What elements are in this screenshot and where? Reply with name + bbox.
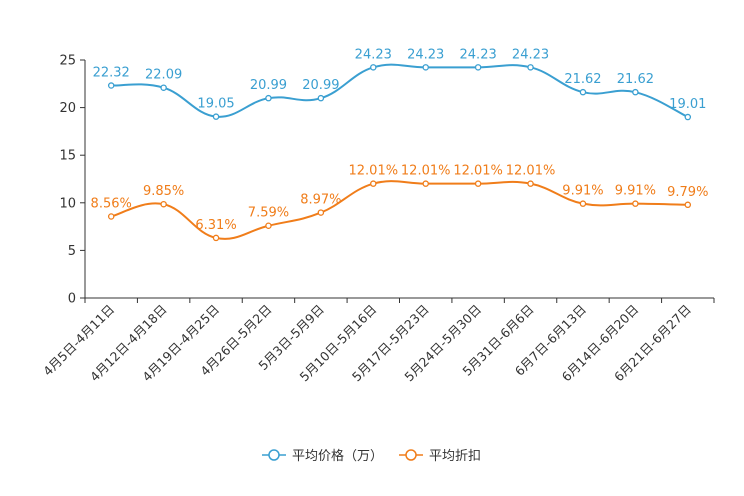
data-label: 12.01%	[453, 164, 503, 179]
data-point[interactable]	[370, 64, 377, 71]
data-point[interactable]	[212, 113, 220, 120]
data-label: 6.31%	[195, 218, 236, 233]
data-point[interactable]	[474, 180, 482, 187]
data-label: 9.79%	[667, 185, 708, 200]
y-tick-label: 20	[59, 101, 76, 116]
legend-marker-icon	[405, 449, 417, 461]
data-point[interactable]	[579, 88, 587, 96]
legend-marker-icon	[268, 449, 280, 461]
data-point[interactable]	[212, 234, 220, 242]
chart-series: 22.32 22.09 19.05 20.99 20.99 24.23 24.23 24.23…	[91, 47, 708, 242]
data-point[interactable]	[317, 94, 325, 102]
data-point[interactable]	[265, 222, 272, 229]
data-point[interactable]	[370, 180, 377, 187]
data-point[interactable]	[422, 180, 429, 187]
data-point[interactable]	[107, 213, 115, 220]
data-label: 21.62	[564, 72, 601, 87]
data-point[interactable]	[317, 209, 325, 216]
series-2: 8.56%9.85%6.31%7.59%8.97%12.01% 12.01% 12.…	[91, 164, 708, 242]
data-label: 8.56%	[91, 197, 132, 212]
data-point[interactable]	[632, 88, 639, 96]
data-label: 24.23	[512, 47, 549, 62]
y-tick-label: 10	[59, 196, 76, 211]
data-label: 21.62	[617, 72, 654, 87]
data-label: 8.97%	[300, 193, 341, 208]
data-label: 9.85%	[143, 184, 184, 199]
data-point[interactable]	[527, 64, 534, 71]
data-label: 9.91%	[562, 184, 603, 199]
legend-label: 平均折扣	[429, 449, 481, 464]
data-point[interactable]	[422, 64, 429, 71]
data-point[interactable]	[107, 82, 115, 89]
data-point[interactable]	[474, 64, 482, 71]
data-label: 20.99	[250, 78, 287, 93]
data-label: 22.09	[145, 68, 182, 83]
data-label: 7.59%	[248, 206, 289, 221]
y-tick-label: 0	[68, 292, 76, 307]
legend-item-1[interactable]: 平均价格（万）	[262, 448, 383, 464]
y-tick-label: 15	[59, 149, 76, 164]
chart-axes: 05101520254月5日-4月11日4月12日-4月18日4月19日-4月2…	[40, 54, 715, 384]
data-label: 24.23	[355, 47, 392, 62]
data-label: 19.01	[669, 97, 706, 112]
data-label: 20.99	[302, 78, 339, 93]
data-label: 19.05	[197, 97, 234, 112]
series-1: 22.32 22.09 19.05 20.99 20.99 24.23 24.23 24.23…	[93, 47, 706, 121]
data-point[interactable]	[527, 180, 534, 187]
legend-item-2[interactable]: 平均折扣	[399, 449, 481, 464]
legend-label: 平均价格（万）	[292, 448, 383, 464]
data-label: 12.01%	[349, 164, 399, 179]
data-label: 22.32	[93, 66, 130, 81]
data-label: 12.01%	[401, 164, 451, 179]
data-label: 24.23	[460, 47, 497, 62]
chart-legend[interactable]: 平均价格（万） 平均折扣	[262, 448, 481, 464]
data-point[interactable]	[579, 200, 587, 207]
data-point[interactable]	[265, 94, 272, 102]
data-label: 24.23	[407, 47, 444, 62]
y-tick-label: 25	[59, 54, 76, 69]
data-point[interactable]	[684, 201, 692, 209]
y-tick-label: 5	[68, 244, 76, 259]
data-point[interactable]	[160, 200, 167, 208]
data-point[interactable]	[632, 200, 639, 207]
data-label: 12.01%	[506, 164, 556, 179]
data-label: 9.91%	[615, 184, 656, 199]
data-point[interactable]	[684, 113, 692, 121]
series-line	[110, 180, 688, 240]
data-point[interactable]	[160, 84, 167, 91]
